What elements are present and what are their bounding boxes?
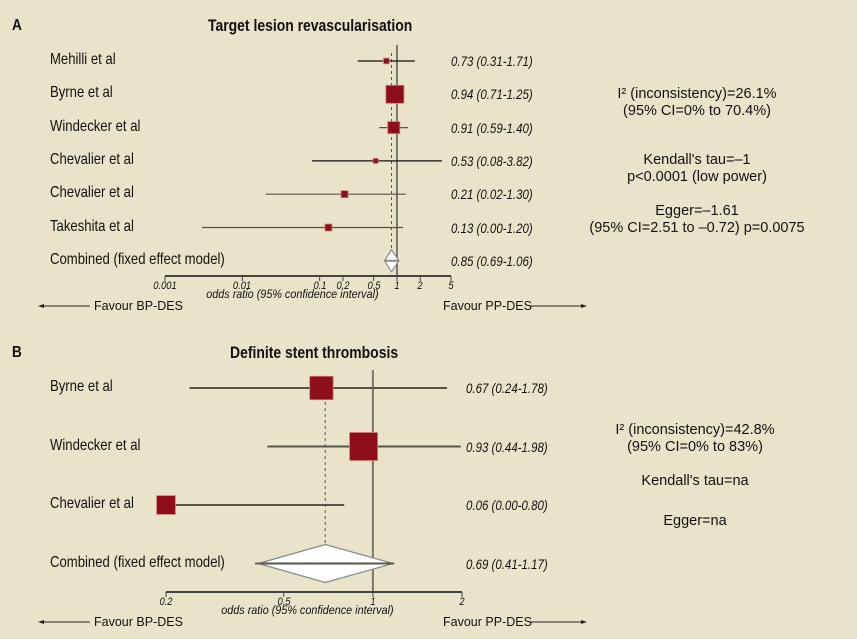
panel-b-stat-line: Kendall's tau=na xyxy=(641,473,749,489)
panel-a-tick-label: 0.5 xyxy=(367,280,381,292)
panel-a-favour-left-arrowhead xyxy=(38,304,44,308)
panel-a-combined-estimate: 0.85 (0.69-1.06) xyxy=(451,252,533,269)
panel-a-study-estimate: 0.73 (0.31-1.71) xyxy=(451,53,533,69)
panel-b-title: Definite stent thrombosis xyxy=(230,343,399,362)
panel-a-stat-line: Egger=–1.61 xyxy=(655,203,739,219)
panel-b-tick-label: 0.5 xyxy=(277,596,291,608)
panel-b-study-name: Windecker et al xyxy=(50,436,141,454)
panel-b-tick-label: 2 xyxy=(459,596,465,608)
panel-a-tick-label: 0.01 xyxy=(233,280,252,292)
panel-a-study-estimate: 0.21 (0.02-1.30) xyxy=(451,186,533,203)
panel-a-study-marker xyxy=(340,190,349,199)
panel-a-stat-line: (95% CI=2.51 to –0.72) p=0.0075 xyxy=(589,220,805,236)
panel-a-tick-label: 0.001 xyxy=(153,280,177,292)
panel-b-stat-block: Kendall's tau=na xyxy=(545,473,845,490)
panel-b-study-name: Byrne et al xyxy=(50,378,113,395)
panel-a-x-axis-label: odds ratio (95% confidence interval) xyxy=(206,287,379,301)
panel-a-study-estimate: 0.94 (0.71-1.25) xyxy=(451,86,533,103)
panel-a-stat-block: I² (inconsistency)=26.1% (95% CI=0% to 70… xyxy=(547,86,847,120)
panel-a-study-marker xyxy=(385,84,405,104)
panel-a-tick-label: 5 xyxy=(448,280,454,292)
panel-b-combined-name: Combined (fixed effect model) xyxy=(50,553,225,571)
panel-a-study-marker xyxy=(387,121,401,135)
panel-a-letter: A xyxy=(12,17,22,34)
panel-a-favour-left-label: Favour BP-DES xyxy=(94,299,183,313)
panel-b-combined-estimate: 0.69 (0.41-1.17) xyxy=(466,555,548,572)
panel-a-study-name: Takeshita et al xyxy=(50,217,134,235)
panel-a-combined-name: Combined (fixed effect model) xyxy=(50,250,225,268)
panel-b-x-axis-label: odds ratio (95% confidence interval) xyxy=(221,603,394,617)
panel-a-tick-label: 2 xyxy=(417,280,423,292)
panel-b-stat-line: (95% CI=0% to 83%) xyxy=(627,439,763,455)
panel-a-study-name: Chevalier et al xyxy=(50,150,134,168)
panel-a-study-name: Windecker et al xyxy=(50,117,141,135)
panel-a-study-name: Chevalier et al xyxy=(50,184,134,202)
panel-b-stat-block: Egger=na xyxy=(545,513,845,530)
panel-a-tick-label: 1 xyxy=(394,280,400,292)
panel-a-study-marker xyxy=(372,157,379,164)
panel-b-tick-label: 1 xyxy=(370,596,376,608)
panel-a-tick-label: 0.1 xyxy=(313,280,327,292)
panel-b-stat-line: I² (inconsistency)=42.8% xyxy=(615,422,775,438)
panel-a-study-estimate: 0.53 (0.08-3.82) xyxy=(451,152,533,169)
panel-a-stat-line: p<0.0001 (low power) xyxy=(627,169,767,185)
panel-a-favour-right-label: Favour PP-DES xyxy=(443,299,532,313)
panel-b-favour-right-arrowhead xyxy=(581,620,587,624)
panel-a-study-marker xyxy=(383,57,390,65)
panel-b-favour-right-label: Favour PP-DES xyxy=(443,615,532,629)
panel-a-stat-block: Kendall's tau=–1 p<0.0001 (low power) xyxy=(547,152,847,186)
panel-a-study-estimate: 0.91 (0.59-1.40) xyxy=(451,119,533,136)
panel-b-study-name: Chevalier et al xyxy=(50,495,134,512)
panel-b-study-marker xyxy=(309,375,334,401)
panel-b-study-marker xyxy=(349,432,378,461)
panel-a-study-marker xyxy=(324,223,333,232)
panel-a-stat-block: Egger=–1.61 (95% CI=2.51 to –0.72) p=0.00… xyxy=(547,203,847,237)
panel-a-study-name: Mehilli et al xyxy=(50,51,116,68)
panel-a-stat-line: Kendall's tau=–1 xyxy=(643,152,751,168)
panel-b-stat-block: I² (inconsistency)=42.8% (95% CI=0% to 83… xyxy=(545,422,845,456)
panel-a-tick-label: 0.2 xyxy=(336,280,350,292)
panel-a-title: Target lesion revascularisation xyxy=(208,16,413,35)
panel-b-study-estimate: 0.06 (0.00-0.80) xyxy=(466,497,548,513)
panel-a-stat-line: I² (inconsistency)=26.1% xyxy=(617,86,777,102)
panel-b-favour-left-label: Favour BP-DES xyxy=(94,615,183,629)
panel-b-study-estimate: 0.67 (0.24-1.78) xyxy=(466,380,548,396)
panel-b-letter: B xyxy=(12,344,22,361)
panel-b-favour-left-arrowhead xyxy=(38,620,44,624)
panel-b-stat-line: Egger=na xyxy=(663,513,727,529)
panel-a-study-name: Byrne et al xyxy=(50,84,113,102)
panel-a-stat-line: (95% CI=0% to 70.4%) xyxy=(623,103,771,119)
panel-b-tick-label: 0.2 xyxy=(159,596,173,608)
panel-b-study-marker xyxy=(156,495,176,515)
panel-a-study-estimate: 0.13 (0.00-1.20) xyxy=(451,219,533,236)
panel-a-favour-right-arrowhead xyxy=(581,304,587,308)
panel-b-study-estimate: 0.93 (0.44-1.98) xyxy=(466,438,548,455)
